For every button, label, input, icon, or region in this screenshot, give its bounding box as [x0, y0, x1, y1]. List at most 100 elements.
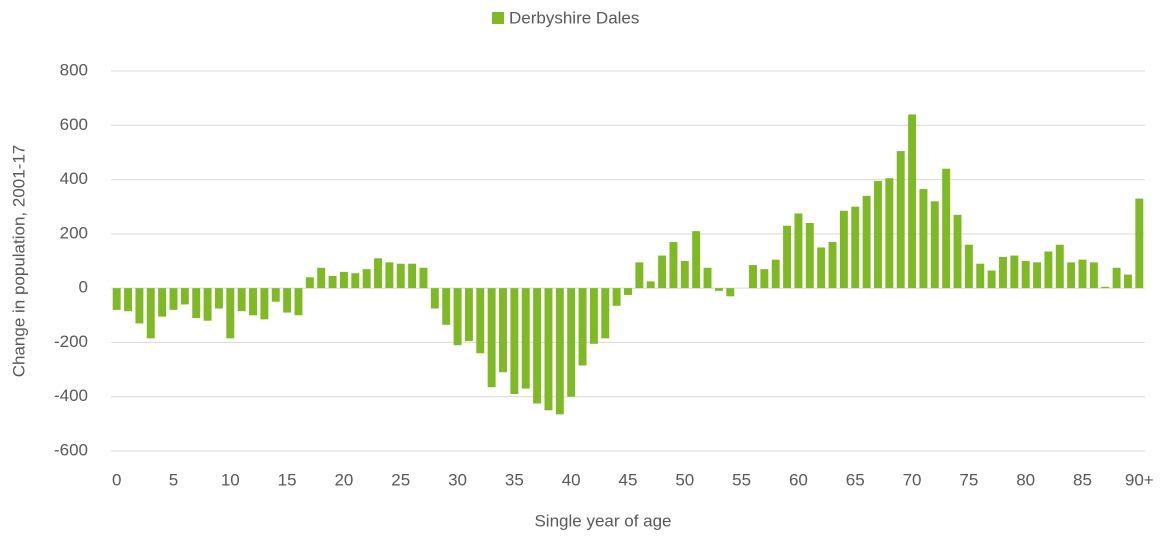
bar	[703, 267, 712, 289]
bar	[453, 288, 462, 346]
x-tick-label: 35	[505, 470, 524, 489]
bar	[828, 242, 837, 289]
bar	[442, 288, 451, 325]
x-tick-label: 55	[732, 470, 751, 489]
y-tick-label: 200	[60, 223, 88, 242]
legend-swatch	[492, 12, 504, 24]
bar	[805, 223, 814, 289]
x-tick-label: 45	[619, 470, 638, 489]
bar	[794, 213, 803, 289]
bar	[1033, 262, 1042, 289]
x-tick-label: 30	[448, 470, 467, 489]
bar	[567, 288, 576, 397]
bar	[919, 189, 928, 289]
bar	[1044, 251, 1053, 289]
bar	[964, 244, 973, 289]
x-tick-label: 25	[391, 470, 410, 489]
bar	[135, 288, 144, 324]
bar	[374, 258, 382, 289]
bar	[396, 263, 405, 289]
x-tick-label: 5	[169, 470, 178, 489]
bar	[976, 263, 985, 289]
legend-label: Derbyshire Dales	[509, 8, 639, 27]
bar	[589, 288, 598, 344]
bar	[1089, 262, 1098, 289]
bar	[1010, 255, 1019, 289]
bar	[998, 256, 1007, 289]
bar	[408, 263, 417, 289]
bar	[1101, 286, 1110, 289]
bar	[760, 269, 769, 289]
bar	[180, 288, 189, 305]
bar	[874, 180, 882, 289]
bar	[953, 214, 962, 289]
bar	[658, 255, 667, 289]
bar	[237, 288, 246, 312]
bar	[487, 288, 496, 388]
bar	[624, 288, 632, 295]
y-tick-label: -400	[54, 386, 88, 405]
bar	[680, 261, 689, 289]
y-tick-label: 800	[60, 60, 88, 79]
bar	[521, 288, 530, 389]
bar	[271, 288, 280, 302]
y-tick-label: -200	[54, 332, 88, 351]
bar	[612, 288, 621, 306]
bar	[555, 288, 564, 415]
bar	[885, 178, 894, 289]
x-tick-label: 15	[278, 470, 297, 489]
bar	[146, 288, 155, 339]
bar	[294, 288, 303, 316]
bar	[464, 288, 473, 342]
y-tick-label: 0	[79, 278, 88, 297]
y-tick-label: 400	[60, 169, 88, 188]
x-tick-label: 65	[846, 470, 865, 489]
bar	[714, 288, 723, 291]
x-tick-label: 60	[789, 470, 808, 489]
bar	[305, 277, 314, 289]
bar	[862, 195, 871, 289]
bar	[669, 242, 678, 289]
bar	[749, 265, 757, 289]
bar	[192, 288, 201, 318]
bar	[203, 288, 212, 321]
bar	[942, 168, 951, 289]
bar	[987, 270, 996, 289]
bar	[1067, 262, 1076, 289]
bar	[226, 288, 235, 339]
bar	[771, 259, 780, 289]
bar	[339, 271, 348, 289]
bar	[317, 267, 326, 289]
x-tick-label: 40	[562, 470, 581, 489]
bar	[499, 288, 507, 373]
bar	[601, 288, 610, 339]
bar	[158, 288, 167, 317]
bar	[896, 151, 905, 289]
bar	[726, 288, 735, 297]
bar	[430, 288, 439, 309]
y-axis-title: Change in population, 2001-17	[9, 145, 28, 378]
bar	[1135, 198, 1144, 289]
bar	[930, 201, 939, 289]
bar	[169, 288, 178, 310]
bar	[1078, 259, 1087, 289]
bar	[112, 288, 121, 310]
bar	[1112, 267, 1121, 289]
x-tick-label: 85	[1073, 470, 1092, 489]
x-tick-label: 90+	[1125, 470, 1154, 489]
bar	[1055, 244, 1064, 289]
x-tick-label: 75	[959, 470, 978, 489]
bar	[283, 288, 292, 313]
bar	[646, 281, 655, 289]
bar	[1123, 274, 1132, 289]
y-tick-label: -600	[54, 440, 88, 459]
bar	[476, 288, 485, 354]
bar	[544, 288, 553, 411]
bar	[362, 269, 371, 289]
x-tick-label: 0	[112, 470, 121, 489]
bar	[908, 114, 917, 289]
bar	[578, 288, 587, 366]
bar	[783, 225, 792, 289]
bar	[510, 288, 519, 394]
